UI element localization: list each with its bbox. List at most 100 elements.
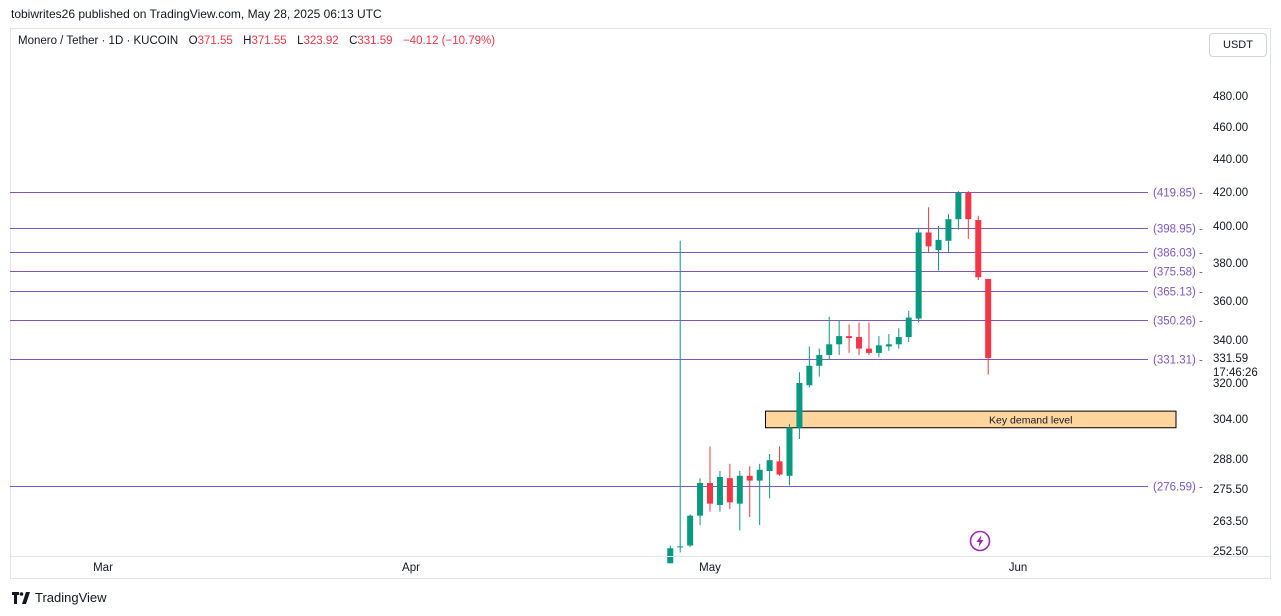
- candle: [975, 215, 982, 281]
- y-tick-label: 480.00: [1213, 91, 1248, 103]
- high-label: H: [243, 35, 252, 47]
- y-tick-label: 263.50: [1213, 516, 1248, 528]
- lightning-icon[interactable]: [969, 530, 991, 552]
- candle: [836, 320, 843, 356]
- y-tick-label: 460.00: [1213, 122, 1248, 134]
- change-value: −40.12 (−10.79%): [402, 35, 496, 47]
- candle-body: [786, 427, 793, 476]
- candle: [746, 466, 753, 517]
- candle-body: [985, 279, 992, 359]
- candle: [895, 328, 902, 349]
- candle-body: [925, 232, 932, 247]
- candle-body: [816, 355, 823, 366]
- candle-body: [756, 469, 763, 481]
- candle-body: [707, 483, 713, 504]
- y-tick-label: 304.00: [1213, 414, 1248, 426]
- candle-body: [726, 478, 733, 503]
- candle-body: [905, 317, 912, 338]
- countdown-label: 17:46:26: [1213, 367, 1258, 379]
- close-label: C: [349, 35, 358, 47]
- candle: [885, 334, 892, 351]
- y-tick-label: 400.00: [1213, 221, 1248, 233]
- candle: [736, 471, 743, 531]
- last-price-bg: [1207, 349, 1267, 378]
- candle-body: [677, 546, 684, 548]
- demand-zone: [765, 410, 1177, 429]
- demand-zone-label: Key demand level: [989, 414, 1072, 426]
- candle-body: [806, 365, 813, 386]
- candle-body: [975, 220, 982, 278]
- tradingview-brand[interactable]: TradingView: [12, 590, 107, 605]
- low-value: 323.92: [303, 35, 339, 47]
- candle-body: [716, 477, 723, 505]
- x-tick-label: Apr: [402, 562, 420, 574]
- candle-body: [776, 461, 783, 475]
- publisher-line: tobiwrites26 published on TradingView.co…: [11, 7, 382, 21]
- brand-name: TradingView: [35, 590, 107, 605]
- candle-body: [865, 348, 872, 353]
- candle-body: [935, 239, 942, 251]
- high-value: 371.55: [251, 35, 287, 47]
- x-tick-label: May: [699, 562, 721, 574]
- level-label: (331.31) -: [1153, 355, 1203, 367]
- candle: [667, 545, 674, 564]
- chart-frame: [10, 28, 1271, 579]
- open-value: 371.55: [197, 35, 233, 47]
- y-tick-label: 252.50: [1213, 546, 1248, 558]
- level-label: (350.26) -: [1153, 316, 1203, 328]
- level-label: (398.95) -: [1153, 224, 1203, 236]
- candle: [766, 454, 773, 499]
- y-tick-label: 380.00: [1213, 258, 1248, 270]
- candle-body: [895, 337, 902, 345]
- currency-button[interactable]: USDT: [1209, 33, 1267, 57]
- y-tick-label: 440.00: [1213, 154, 1248, 166]
- close-value: 331.59: [357, 35, 393, 47]
- level-label: (375.58) -: [1153, 267, 1203, 279]
- candle-body: [746, 475, 753, 481]
- candle-body: [875, 345, 882, 353]
- candle: [915, 227, 922, 323]
- low-label: L: [297, 35, 304, 47]
- symbol-title[interactable]: Monero / Tether · 1D · KUCOIN: [18, 35, 179, 47]
- candle: [905, 310, 912, 343]
- candle-body: [687, 515, 694, 546]
- y-tick-label: 340.00: [1213, 335, 1248, 347]
- candle: [796, 372, 803, 439]
- candle-body: [697, 483, 704, 516]
- candle-body: [915, 232, 922, 319]
- candle-body: [667, 548, 674, 564]
- y-tick-label: 360.00: [1213, 296, 1248, 308]
- candle: [935, 226, 942, 271]
- candle: [697, 478, 704, 526]
- y-tick-label: 420.00: [1213, 187, 1248, 199]
- tradingview-logo-icon: [12, 591, 30, 604]
- last-price-label: 331.59: [1213, 353, 1248, 365]
- candle-body: [945, 219, 952, 241]
- candle: [856, 322, 863, 356]
- candle-body: [826, 344, 833, 356]
- x-tick-label: Jun: [1009, 562, 1028, 574]
- level-label: (365.13) -: [1153, 287, 1203, 299]
- y-tick-label: 275.50: [1213, 484, 1248, 496]
- candle: [756, 463, 763, 526]
- candle-body: [766, 460, 773, 471]
- candle: [806, 346, 813, 388]
- level-label: (419.85) -: [1153, 188, 1203, 200]
- candle: [726, 463, 733, 509]
- candle: [945, 214, 952, 252]
- candle: [826, 316, 833, 360]
- candle-body: [955, 192, 962, 220]
- candle: [865, 322, 872, 356]
- candle: [955, 191, 962, 230]
- candle-body: [965, 192, 972, 220]
- candle: [925, 207, 932, 252]
- candle: [875, 336, 882, 358]
- candle: [985, 279, 992, 375]
- candle-body: [856, 337, 863, 349]
- candle: [965, 191, 972, 239]
- candle-body: [736, 475, 743, 504]
- x-tick-label: Mar: [93, 562, 113, 574]
- candle-body: [846, 336, 853, 339]
- candle-body: [796, 383, 803, 428]
